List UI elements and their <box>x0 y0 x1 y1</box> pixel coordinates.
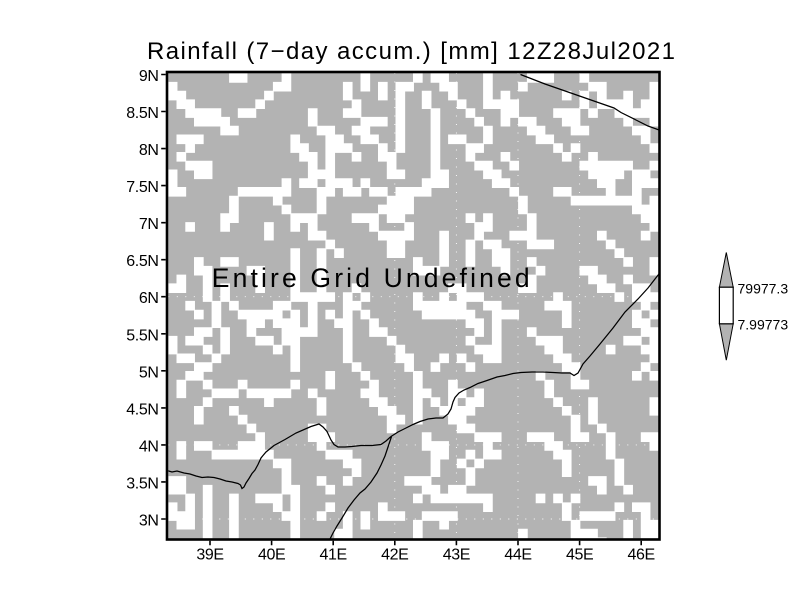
svg-text:3N: 3N <box>139 513 159 530</box>
svg-text:8N: 8N <box>139 142 159 159</box>
svg-text:40E: 40E <box>258 547 285 564</box>
svg-text:Entire Grid Undefined: Entire Grid Undefined <box>212 263 533 293</box>
svg-text:3.5N: 3.5N <box>126 475 158 492</box>
svg-text:42E: 42E <box>381 547 408 564</box>
svg-text:9N: 9N <box>139 68 159 85</box>
svg-text:7.99773: 7.99773 <box>738 317 789 333</box>
svg-text:43E: 43E <box>443 547 470 564</box>
svg-text:6N: 6N <box>139 290 159 307</box>
svg-text:8.5N: 8.5N <box>126 105 158 122</box>
svg-text:45E: 45E <box>566 547 593 564</box>
svg-text:Rainfall (7−day accum.) [mm] 1: Rainfall (7−day accum.) [mm] 12Z28Jul202… <box>147 38 676 65</box>
svg-text:44E: 44E <box>504 547 531 564</box>
svg-text:7N: 7N <box>139 216 159 233</box>
svg-text:41E: 41E <box>320 547 347 564</box>
svg-text:7.5N: 7.5N <box>126 179 158 196</box>
svg-text:4.5N: 4.5N <box>126 401 158 418</box>
svg-text:4N: 4N <box>139 438 159 455</box>
svg-text:39E: 39E <box>196 547 223 564</box>
svg-text:5N: 5N <box>139 364 159 381</box>
svg-text:79977.3: 79977.3 <box>738 280 789 296</box>
svg-text:6.5N: 6.5N <box>126 253 158 270</box>
svg-text:46E: 46E <box>628 547 655 564</box>
svg-text:5.5N: 5.5N <box>126 327 158 344</box>
